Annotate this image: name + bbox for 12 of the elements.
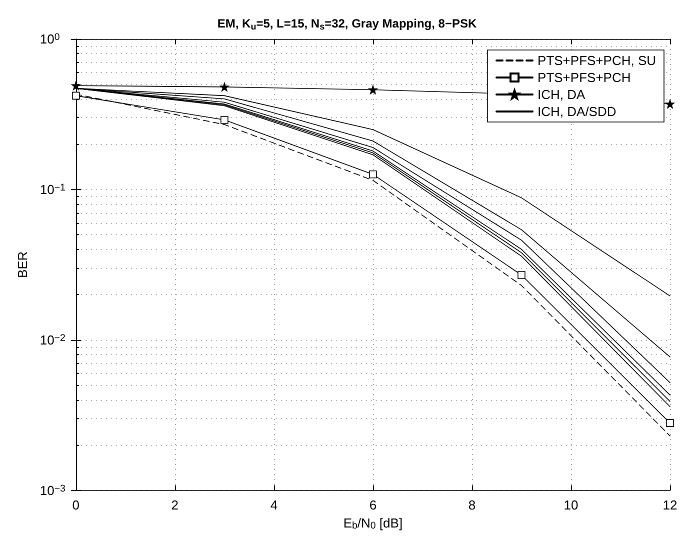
legend-label: ICH, DA <box>538 87 586 102</box>
x-tick-label: 12 <box>662 497 678 512</box>
x-tick-label: 4 <box>270 497 278 512</box>
legend-label: PTS+PFS+PCH, SU <box>538 53 656 68</box>
legend-label: ICH, DA/SDD <box>538 104 616 119</box>
x-tick-label: 8 <box>468 497 476 512</box>
y-axis-title: BER <box>15 251 30 278</box>
legend-label: PTS+PFS+PCH <box>538 70 631 85</box>
x-tick-label: 2 <box>171 497 179 512</box>
x-tick-label: 6 <box>369 497 377 512</box>
x-tick-label: 10 <box>564 497 578 512</box>
x-tick-label: 0 <box>72 497 80 512</box>
